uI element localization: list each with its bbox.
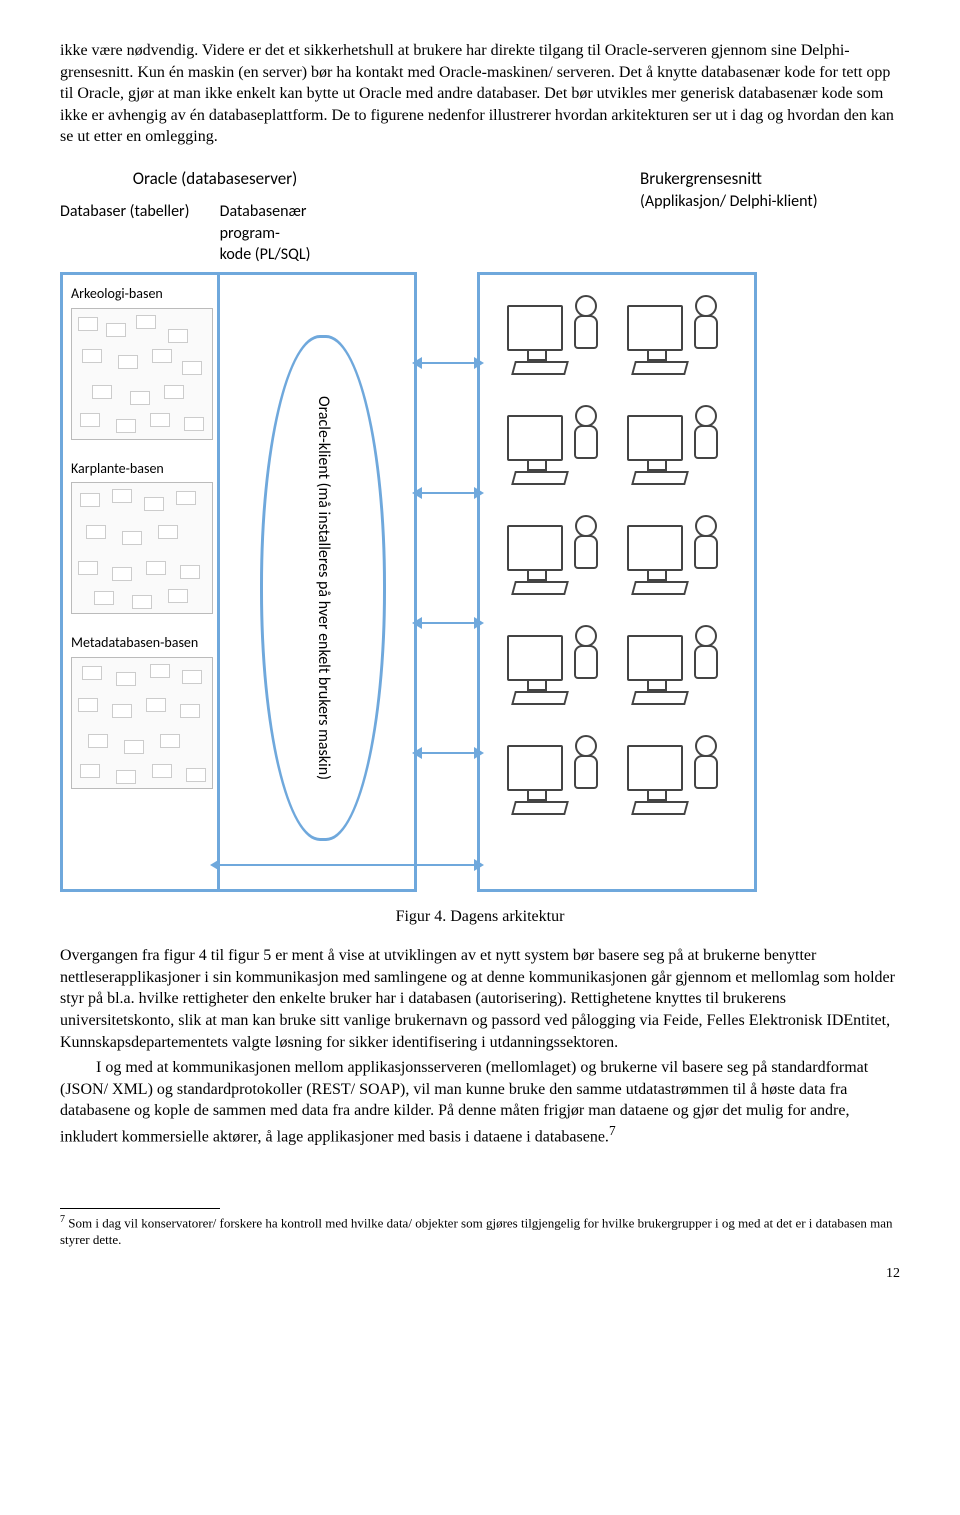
computer-user-icon [507, 515, 607, 595]
db-label: Karplante-basen [71, 460, 209, 479]
arrow-icon [422, 752, 474, 754]
user-row [494, 735, 740, 815]
computer-user-icon [627, 625, 727, 705]
diagram-body: Arkeologi-basen Karplante-basen [60, 272, 900, 892]
header-prog-2: kode (PL/SQL) [220, 244, 370, 266]
page-number: 12 [60, 1265, 900, 1284]
figure-caption: Figur 4. Dagens arkitektur [60, 906, 900, 928]
db-section: Metadatabasen-basen [71, 634, 209, 789]
computer-user-icon [627, 295, 727, 375]
db-label: Arkeologi-basen [71, 285, 209, 304]
header-oracle: Oracle (databaseserver) [60, 168, 370, 191]
databases-box: Arkeologi-basen Karplante-basen [60, 272, 220, 892]
computer-user-icon [627, 735, 727, 815]
footnote-text: Som i dag vil konservatorer/ forskere ha… [60, 1215, 893, 1247]
db-section: Arkeologi-basen [71, 285, 209, 440]
footnote-ref: 7 [609, 1123, 616, 1138]
user-row [494, 295, 740, 375]
user-row [494, 625, 740, 705]
db-section: Karplante-basen [71, 460, 209, 615]
db-schema-icon [71, 657, 213, 789]
oracle-client-oval: Oracle-klient (må installeres på hver en… [260, 335, 386, 841]
architecture-diagram: Oracle (databaseserver) Databaser (tabel… [60, 168, 900, 892]
db-label: Metadatabasen-basen [71, 634, 209, 653]
oracle-client-text: Oracle-klient (må installeres på hver en… [313, 396, 333, 780]
user-row [494, 515, 740, 595]
arrow-icon [220, 864, 474, 866]
computer-user-icon [507, 295, 607, 375]
header-bruker: Brukergrensesnitt [640, 168, 900, 191]
db-schema-icon [71, 308, 213, 440]
paragraph-1: ikke være nødvendig. Videre er det et si… [60, 40, 900, 148]
footnote: 7 Som i dag vil konservatorer/ forskere … [60, 1213, 900, 1249]
arrow-icon [422, 492, 474, 494]
users-box [477, 272, 757, 892]
computer-user-icon [627, 405, 727, 485]
footnote-rule [60, 1208, 220, 1209]
header-bruker-sub: (Applikasjon/ Delphi-klient) [640, 191, 900, 213]
paragraph-3: I og med at kommunikasjonen mellom appli… [60, 1057, 900, 1148]
computer-user-icon [507, 405, 607, 485]
computer-user-icon [507, 735, 607, 815]
diagram-headers: Oracle (databaseserver) Databaser (tabel… [60, 168, 900, 266]
program-code-box: Oracle-klient (må installeres på hver en… [217, 272, 417, 892]
db-schema-icon [71, 482, 213, 614]
computer-user-icon [627, 515, 727, 595]
arrow-icon [422, 622, 474, 624]
header-db-sub: Databaser (tabeller) [60, 201, 220, 266]
arrow-icon [422, 362, 474, 364]
header-prog-1: Databasenær program- [220, 201, 370, 244]
user-row [494, 405, 740, 485]
paragraph-2: Overgangen fra figur 4 til figur 5 er me… [60, 945, 900, 1053]
computer-user-icon [507, 625, 607, 705]
